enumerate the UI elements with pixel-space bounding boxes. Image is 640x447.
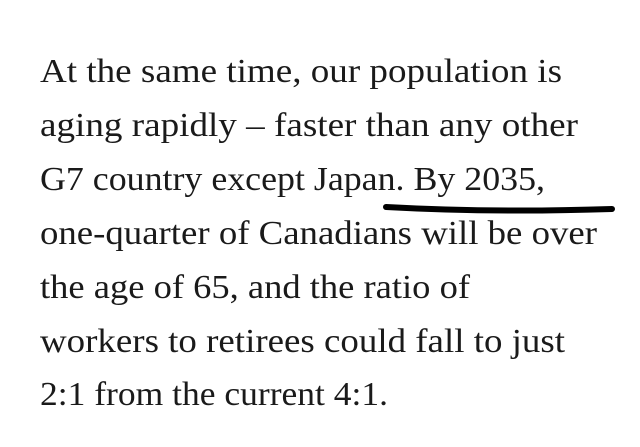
hand-drawn-underline [383,204,615,214]
text-line: workers to retirees could fall to just [40,323,566,360]
paragraph: At the same time, our population is agin… [40,53,598,413]
text-line: one-quarter of Canadians will be over [40,215,598,252]
text-line: the age of 65, and the ratio of [40,269,471,306]
text-line: 2:1 from the current 4:1. [40,376,388,413]
text-line: At the same time, our population is [40,53,562,90]
text-line: G7 country except Japan. By 2035, [40,161,545,198]
text-line: aging rapidly – faster than any other [40,107,579,144]
